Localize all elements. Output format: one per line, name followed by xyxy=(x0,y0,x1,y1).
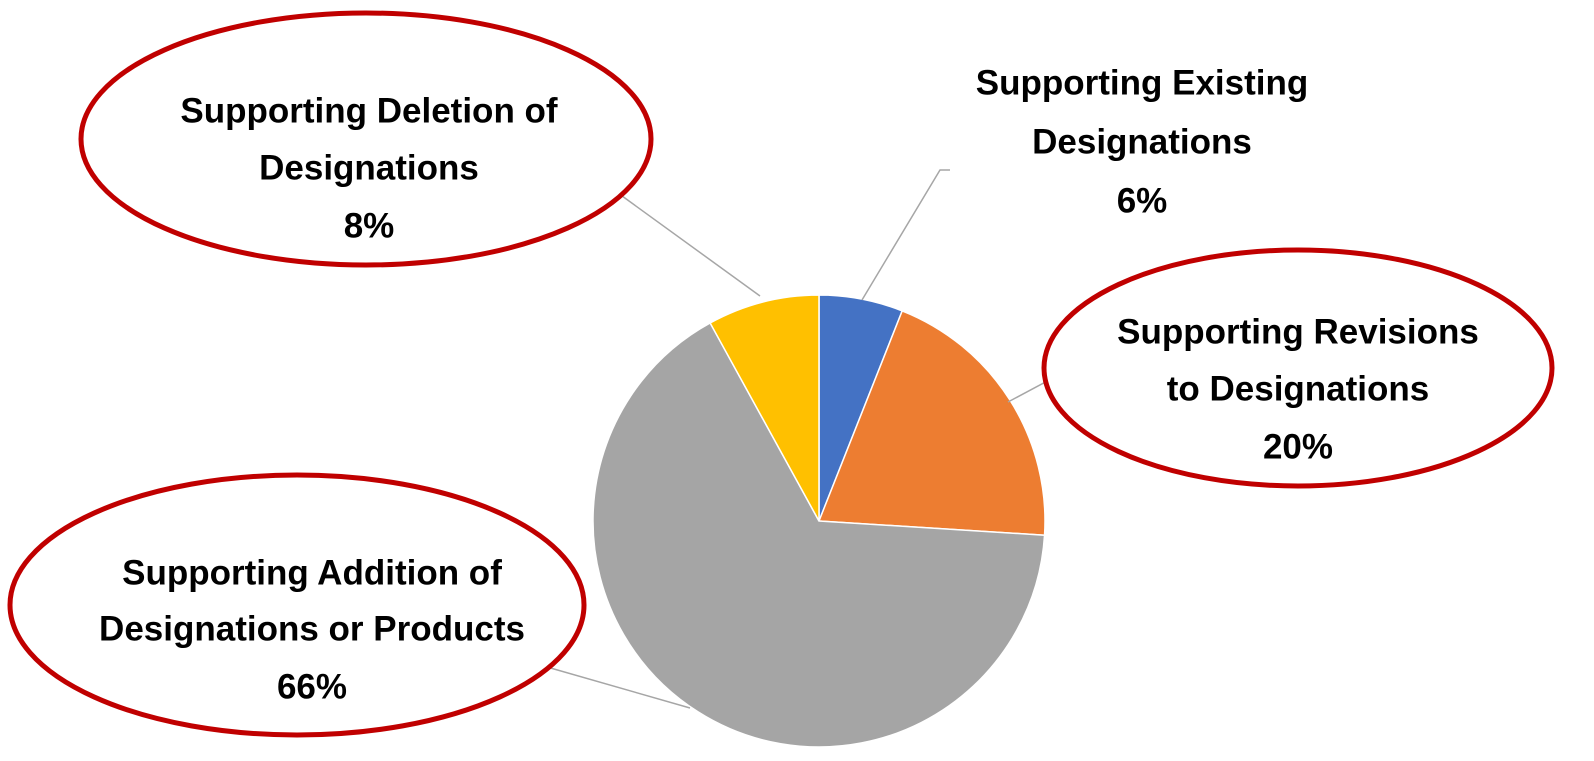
leader-line-supporting-existing-designations xyxy=(861,169,950,301)
slice-label-supporting-revisions-to-designations-line-2: to Designations xyxy=(1167,369,1430,408)
slice-label-supporting-addition-of-designations-or-products-line-2: Designations or Products xyxy=(99,609,525,648)
pie-slice-supporting-revisions-to-designations xyxy=(817,309,1046,536)
slice-label-supporting-deletion-of-designations-line-1: Supporting Deletion of xyxy=(180,91,558,130)
slice-percent-supporting-revisions-to-designations: 20% xyxy=(1263,427,1333,466)
slice-label-supporting-revisions-to-designations-line-1: Supporting Revisions xyxy=(1117,312,1479,351)
callout-ellipse-supporting-deletion-of-designations xyxy=(78,10,654,268)
pie-slice-supporting-addition-of-designations-or-products xyxy=(592,321,1046,748)
slice-percent-supporting-addition-of-designations-or-products: 66% xyxy=(277,667,347,706)
slice-labels: Supporting Existing Designations 6% Support… xyxy=(99,63,1479,706)
slice-label-supporting-deletion-of-designations-line-2: Designations xyxy=(259,148,479,187)
slice-callouts xyxy=(7,10,1555,738)
slice-label-supporting-existing-designations-line-1: Supporting Existing xyxy=(976,63,1308,102)
callout-ellipse-supporting-addition-of-designations-or-products xyxy=(7,472,587,738)
pie-slice-supporting-deletion-of-designations xyxy=(709,294,820,522)
slice-percent-supporting-existing-designations: 6% xyxy=(1117,181,1168,220)
slice-label-supporting-existing-designations-line-2: Designations xyxy=(1032,122,1252,161)
slice-percent-supporting-deletion-of-designations: 8% xyxy=(344,206,395,245)
callout-ellipse-supporting-revisions-to-designations xyxy=(1041,247,1555,489)
pie-slices xyxy=(592,294,1046,748)
slice-label-supporting-addition-of-designations-or-products-line-1: Supporting Addition of xyxy=(122,553,502,592)
